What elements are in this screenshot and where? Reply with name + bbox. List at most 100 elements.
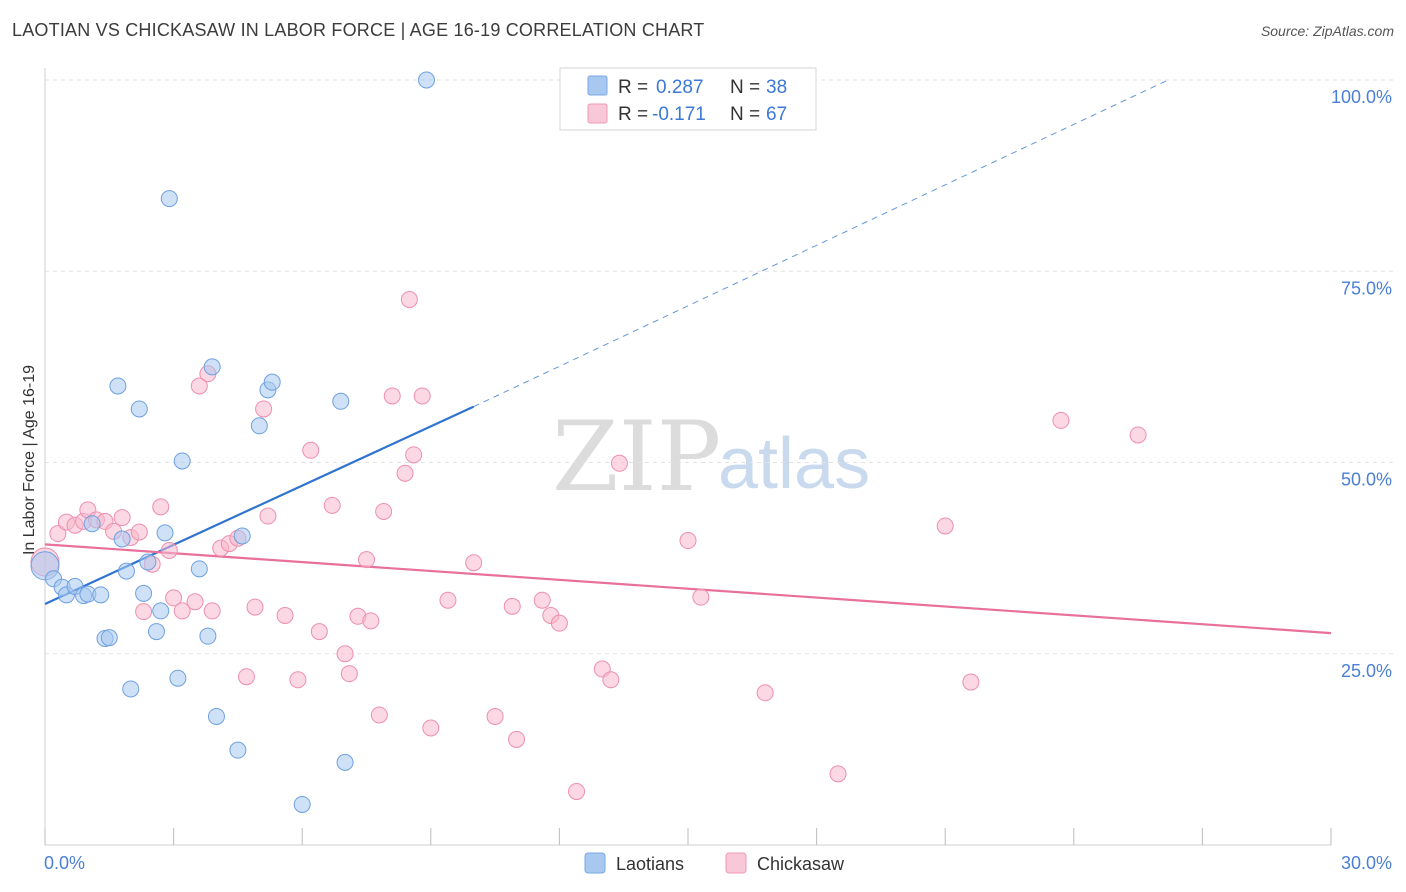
point-chickasaw bbox=[160, 541, 178, 559]
point-laotians bbox=[169, 669, 187, 687]
x-tick-label-min: 0.0% bbox=[44, 853, 85, 873]
point-laotians bbox=[250, 417, 268, 435]
point-laotians bbox=[229, 741, 247, 759]
point-laotians bbox=[207, 707, 225, 725]
point-chickasaw bbox=[130, 523, 148, 541]
y-tick-label: 75.0% bbox=[1341, 278, 1392, 298]
source-credit: Source: ZipAtlas.com bbox=[1260, 23, 1394, 39]
point-chickasaw bbox=[508, 730, 526, 748]
point-chickasaw bbox=[533, 591, 551, 609]
point-laotians bbox=[263, 373, 281, 391]
bottom-legend-chickasaw: Chickasaw bbox=[757, 854, 845, 874]
y-tick-label: 25.0% bbox=[1341, 661, 1392, 681]
watermark-zip: ZIP bbox=[552, 401, 721, 513]
x-ticks bbox=[44, 828, 1332, 845]
point-chickasaw bbox=[550, 614, 568, 632]
point-chickasaw bbox=[610, 454, 628, 472]
y-tick-label: 50.0% bbox=[1341, 470, 1392, 490]
bottom-legend-swatch-laotians bbox=[584, 852, 606, 874]
point-chickasaw bbox=[405, 446, 423, 464]
point-chickasaw bbox=[113, 509, 131, 527]
point-chickasaw bbox=[362, 612, 380, 630]
point-laotians bbox=[117, 562, 135, 580]
point-chickasaw bbox=[276, 607, 294, 624]
point-laotians bbox=[190, 560, 208, 578]
point-chickasaw bbox=[413, 387, 431, 405]
legend-r-value-1: 0.287 bbox=[656, 77, 704, 98]
point-laotians bbox=[100, 629, 118, 647]
point-chickasaw bbox=[336, 645, 354, 663]
legend-swatch-chickasaw bbox=[587, 103, 608, 124]
y-tick-labels: 25.0% 50.0% 75.0% 100.0% bbox=[1331, 87, 1392, 681]
legend-r-value-2: -0.171 bbox=[652, 104, 706, 125]
point-chickasaw bbox=[323, 496, 341, 514]
point-chickasaw bbox=[370, 706, 388, 724]
point-chickasaw bbox=[465, 554, 483, 572]
point-chickasaw bbox=[422, 719, 440, 737]
stats-legend: R = 0.287 N = 38 R = -0.171 N = 67 bbox=[559, 67, 817, 131]
point-laotians bbox=[199, 627, 217, 645]
point-chickasaw bbox=[503, 597, 521, 615]
point-chickasaw bbox=[310, 623, 328, 641]
point-laotians bbox=[92, 586, 110, 604]
point-laotians bbox=[152, 602, 170, 620]
point-chickasaw bbox=[340, 665, 358, 683]
point-laotians bbox=[130, 400, 148, 418]
point-laotians bbox=[83, 515, 101, 533]
point-laotians bbox=[203, 358, 221, 376]
point-chickasaw bbox=[173, 602, 191, 620]
y-tick-label: 100.0% bbox=[1331, 87, 1392, 107]
point-chickasaw bbox=[135, 603, 153, 621]
legend-n-label-1: N = bbox=[730, 77, 760, 98]
legend-r-label-2: R = bbox=[618, 104, 648, 125]
point-laotians bbox=[233, 527, 251, 545]
point-chickasaw bbox=[829, 765, 847, 783]
point-laotians bbox=[418, 71, 436, 89]
point-laotians bbox=[122, 680, 140, 698]
point-chickasaw bbox=[237, 668, 255, 686]
point-laotians bbox=[173, 452, 191, 470]
point-chickasaw bbox=[439, 591, 457, 609]
legend-n-value-2: 67 bbox=[766, 104, 787, 125]
point-laotians bbox=[293, 795, 311, 813]
point-chickasaw bbox=[246, 598, 264, 616]
bottom-legend-laotians: Laotians bbox=[616, 854, 684, 874]
point-chickasaw bbox=[936, 517, 954, 535]
point-chickasaw bbox=[692, 588, 710, 606]
data-points bbox=[30, 71, 1147, 813]
point-chickasaw bbox=[1129, 426, 1147, 444]
legend-n-value-1: 38 bbox=[766, 77, 787, 98]
point-laotians bbox=[160, 190, 178, 208]
point-chickasaw bbox=[289, 671, 307, 689]
point-chickasaw bbox=[358, 551, 375, 569]
point-chickasaw bbox=[396, 464, 414, 482]
legend-n-label-2: N = bbox=[730, 104, 760, 125]
legend-swatch-laotians bbox=[587, 75, 608, 96]
point-laotians bbox=[113, 530, 131, 548]
point-chickasaw bbox=[165, 589, 183, 607]
point-chickasaw bbox=[255, 400, 273, 418]
point-chickasaw bbox=[375, 502, 393, 520]
trend-lines bbox=[44, 79, 1332, 635]
series-legend: Laotians Chickasaw bbox=[584, 852, 845, 874]
chart-title: LAOTIAN VS CHICKASAW IN LABOR FORCE | AG… bbox=[12, 20, 705, 40]
point-laotians bbox=[332, 392, 350, 410]
point-chickasaw bbox=[962, 673, 980, 691]
point-laotians bbox=[135, 584, 153, 602]
point-laotians bbox=[156, 524, 174, 542]
point-laotians bbox=[109, 377, 127, 395]
trend-line-extension-laotians bbox=[473, 79, 1169, 408]
point-chickasaw bbox=[152, 498, 170, 516]
trend-line-chickasaw bbox=[44, 543, 1332, 635]
legend-r-label-1: R = bbox=[618, 77, 648, 98]
point-chickasaw bbox=[486, 707, 504, 725]
point-chickasaw bbox=[383, 387, 401, 405]
point-chickasaw bbox=[1052, 411, 1070, 429]
grid-lines bbox=[45, 79, 1393, 655]
trend-line-laotians bbox=[44, 405, 475, 606]
point-laotians bbox=[336, 753, 354, 771]
point-chickasaw bbox=[400, 291, 418, 309]
point-chickasaw bbox=[302, 441, 320, 459]
point-chickasaw bbox=[679, 532, 697, 550]
